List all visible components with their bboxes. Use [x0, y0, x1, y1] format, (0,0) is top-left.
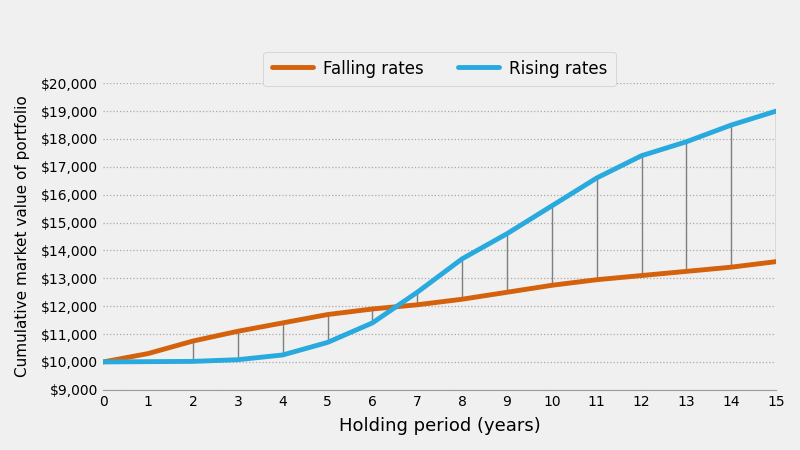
Rising rates: [98, 359, 108, 364]
Rising rates: [682, 139, 691, 144]
Falling rates: [502, 289, 512, 295]
Rising rates: [322, 340, 332, 345]
Rising rates: [637, 153, 646, 158]
Rising rates: [368, 320, 378, 326]
Rising rates: [413, 289, 422, 295]
Rising rates: [188, 359, 198, 364]
Rising rates: [771, 108, 781, 114]
Falling rates: [233, 328, 242, 334]
Falling rates: [368, 306, 378, 312]
Falling rates: [458, 297, 467, 302]
Rising rates: [143, 359, 153, 364]
Rising rates: [278, 352, 287, 358]
Falling rates: [322, 312, 332, 317]
Falling rates: [547, 283, 557, 288]
Falling rates: [592, 277, 602, 283]
Legend: Falling rates, Rising rates: Falling rates, Rising rates: [263, 52, 616, 86]
Falling rates: [637, 273, 646, 278]
Rising rates: [502, 231, 512, 236]
Falling rates: [771, 259, 781, 264]
Falling rates: [278, 320, 287, 326]
Line: Falling rates: Falling rates: [103, 261, 776, 362]
Falling rates: [726, 265, 736, 270]
Falling rates: [682, 269, 691, 274]
Falling rates: [143, 351, 153, 356]
Falling rates: [413, 302, 422, 307]
Y-axis label: Cumulative market value of portfolio: Cumulative market value of portfolio: [15, 96, 30, 378]
Rising rates: [547, 203, 557, 208]
Line: Rising rates: Rising rates: [103, 111, 776, 362]
Rising rates: [592, 176, 602, 181]
Rising rates: [233, 357, 242, 362]
Rising rates: [726, 122, 736, 128]
Falling rates: [188, 338, 198, 344]
X-axis label: Holding period (years): Holding period (years): [339, 417, 541, 435]
Rising rates: [458, 256, 467, 261]
Falling rates: [98, 359, 108, 364]
